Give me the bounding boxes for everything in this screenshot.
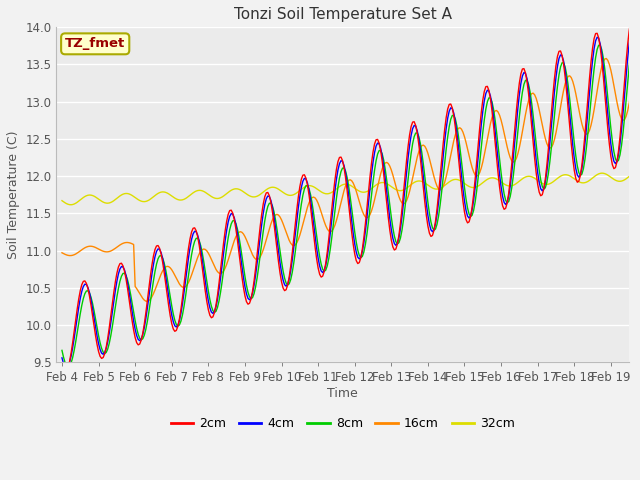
8cm <box>360 249 368 255</box>
Line: 32cm: 32cm <box>62 171 640 205</box>
32cm <box>67 202 75 208</box>
Line: 4cm: 4cm <box>62 20 640 368</box>
X-axis label: Time: Time <box>328 387 358 400</box>
2cm <box>360 235 368 240</box>
8cm <box>632 25 639 31</box>
2cm <box>630 13 637 19</box>
16cm <box>58 250 66 256</box>
8cm <box>58 348 66 353</box>
2cm <box>476 125 484 131</box>
2cm <box>563 89 570 95</box>
4cm <box>476 137 484 143</box>
32cm <box>79 195 87 201</box>
16cm <box>78 247 86 252</box>
Legend: 2cm, 4cm, 8cm, 16cm, 32cm: 2cm, 4cm, 8cm, 16cm, 32cm <box>166 412 520 435</box>
32cm <box>476 182 484 188</box>
16cm <box>360 212 368 217</box>
Text: TZ_fmet: TZ_fmet <box>65 37 125 50</box>
16cm <box>96 247 104 253</box>
16cm <box>563 76 570 82</box>
4cm <box>63 365 70 371</box>
32cm <box>360 190 368 195</box>
4cm <box>360 240 368 246</box>
4cm <box>563 80 570 85</box>
Line: 2cm: 2cm <box>62 16 640 372</box>
Line: 8cm: 8cm <box>62 28 640 367</box>
32cm <box>58 198 66 204</box>
8cm <box>563 72 570 77</box>
4cm <box>630 17 637 23</box>
8cm <box>476 159 484 165</box>
Line: 16cm: 16cm <box>62 41 640 301</box>
16cm <box>143 299 151 304</box>
8cm <box>98 346 106 351</box>
32cm <box>98 198 106 204</box>
2cm <box>79 278 87 284</box>
Y-axis label: Soil Temperature (C): Soil Temperature (C) <box>7 131 20 259</box>
2cm <box>61 369 69 375</box>
Title: Tonzi Soil Temperature Set A: Tonzi Soil Temperature Set A <box>234 7 452 22</box>
2cm <box>58 362 66 368</box>
8cm <box>64 364 72 370</box>
8cm <box>79 296 87 301</box>
4cm <box>58 355 66 361</box>
32cm <box>634 168 640 174</box>
32cm <box>563 172 570 178</box>
16cm <box>639 38 640 44</box>
4cm <box>79 284 87 289</box>
16cm <box>476 169 484 175</box>
4cm <box>98 350 106 356</box>
2cm <box>98 356 106 361</box>
